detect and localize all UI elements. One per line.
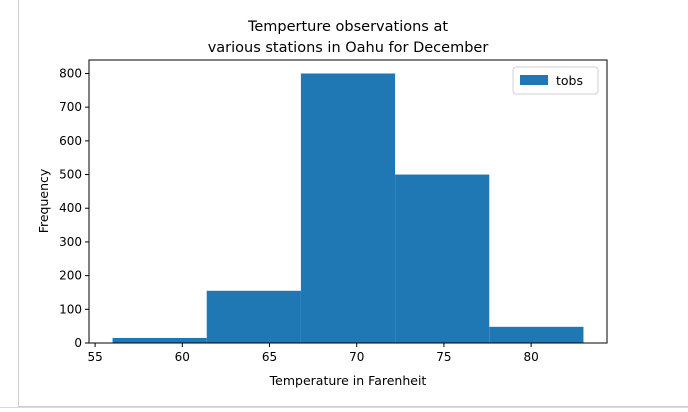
histogram-bar-3 (395, 174, 490, 343)
output-cell-frame (18, 0, 688, 407)
x-tick-label: 60 (175, 350, 190, 364)
y-tick-label: 400 (59, 201, 82, 215)
y-tick-label: 200 (59, 269, 82, 283)
x-tick-label: 65 (262, 350, 277, 364)
legend-entry-tobs: tobs (556, 73, 583, 88)
histogram-bar-1 (206, 290, 301, 343)
y-tick-label: 300 (59, 235, 82, 249)
y-tick-label: 100 (59, 302, 82, 316)
y-tick-label: 0 (74, 336, 82, 350)
histogram-bars (112, 73, 584, 343)
x-axis-label: Temperature in Farenheit (269, 373, 427, 388)
y-tick-label: 800 (59, 66, 82, 80)
x-tick-label: 55 (87, 350, 102, 364)
plot-frame (88, 59, 608, 344)
histogram-bar-0 (112, 337, 207, 343)
x-axis-ticks: 55 60 65 70 75 80 (87, 343, 539, 364)
y-tick-label: 500 (59, 168, 82, 182)
x-tick-label: 80 (523, 350, 538, 364)
y-axis-ticks: 0 100 200 300 400 500 600 700 800 (59, 66, 89, 350)
x-tick-label: 75 (436, 350, 451, 364)
legend-box (512, 66, 599, 95)
y-tick-label: 600 (59, 134, 82, 148)
x-tick-label: 70 (349, 350, 364, 364)
chart-title-line-2: various stations in Oahu for December (208, 40, 489, 56)
legend: tobs (512, 66, 599, 95)
cell-divider (0, 407, 688, 408)
y-axis-label: Frequency (36, 168, 51, 233)
legend-swatch (520, 75, 548, 85)
y-tick-label: 700 (59, 100, 82, 114)
histogram-bar-2 (300, 73, 396, 343)
histogram-bar-4 (489, 326, 584, 343)
chart-title-line-1: Temperture observations at (247, 19, 448, 35)
